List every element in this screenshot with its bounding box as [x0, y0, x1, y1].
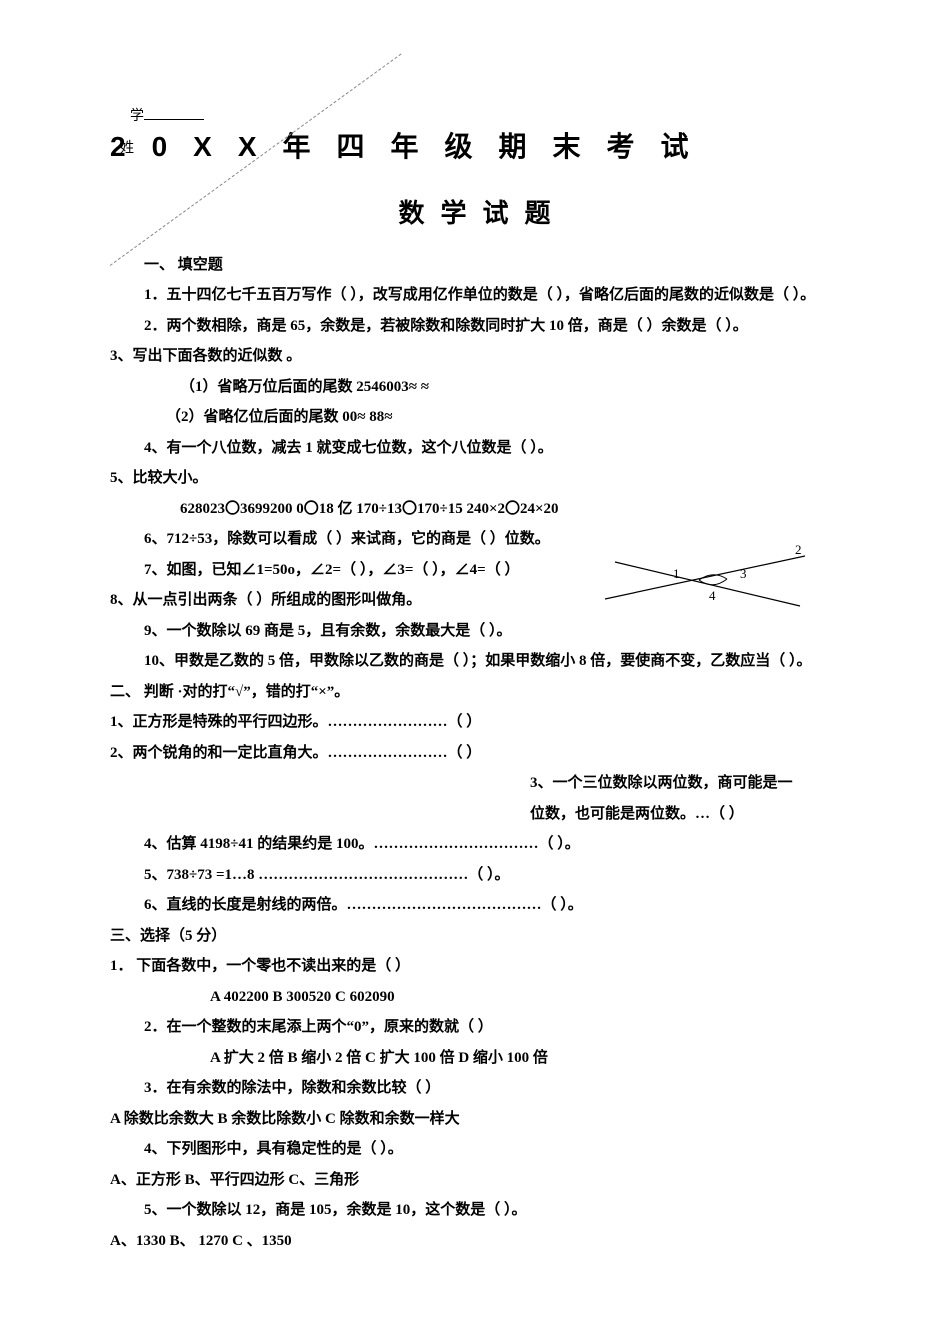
s3-q5: 5、一个数除以 12，商是 105，余数是 10，这个数是（ ）。 [110, 1196, 855, 1225]
angle-diagram: 1 2 3 4 [595, 544, 815, 622]
angle-label-1: 1 [673, 566, 680, 581]
s1-q3: 3、写出下面各数的近似数 。 [110, 342, 855, 371]
s1-q5-line: 628023〇3699200 0〇18 亿 170÷13〇170÷15 240×… [110, 495, 855, 524]
s3-q2: 2．在一个整数的末尾添上两个“0”，原来的数就（ ） [110, 1013, 855, 1042]
title-line-1: 20XX年四年级期末考试 [110, 120, 855, 173]
s3-q1: 1． 下面各数中，一个零也不读出来的是（ ） [110, 952, 855, 981]
s3-q3: 3．在有余数的除法中，除数和余数比较（ ） [110, 1074, 855, 1103]
section-1-header: 一、 填空题 [110, 251, 855, 280]
label-xing: 姓 [120, 136, 134, 163]
title-line-2: 数学试题 [110, 189, 855, 238]
s1-q10: 10、甲数是乙数的 5 倍，甲数除以乙数的商是（ ）；如果甲数缩小 8 倍，要使… [110, 647, 855, 676]
exam-page: 学 姓 20XX年四年级期末考试 数学试题 一、 填空题 1．五十四亿七千五百万… [0, 0, 945, 1317]
s1-q3-1: （1）省略万位后面的尾数 2546003≈ ≈ [110, 373, 855, 402]
angle-label-3: 3 [740, 566, 747, 581]
s1-q5: 5、比较大小。 [110, 464, 855, 493]
angle-label-4: 4 [709, 588, 716, 603]
s2-q2: 2、两个锐角的和一定比直角大。……………………（ ） [110, 739, 855, 768]
s3-q4-opts: A、正方形 B、平行四边形 C、三角形 [110, 1166, 855, 1195]
s1-q2: 2．两个数相除，商是 65，余数是，若被除数和除数同时扩大 10 倍，商是（ ）… [110, 312, 855, 341]
s3-q2-opts: A 扩大 2 倍 B 缩小 2 倍 C 扩大 100 倍 D 缩小 100 倍 [110, 1044, 855, 1073]
s3-q1-opts: A 402200 B 300520 C 602090 [110, 983, 855, 1012]
xue-underline [144, 105, 204, 120]
s1-q3-2: （2）省略亿位后面的尾数 00≈ 88≈ [110, 403, 855, 432]
s3-q3-opts: A 除数比余数大 B 余数比除数小 C 除数和余数一样大 [110, 1105, 855, 1134]
s1-q1: 1．五十四亿七千五百万写作（ ），改写成用亿作单位的数是（ ），省略亿后面的尾数… [110, 281, 855, 310]
s2-q3a: 3、一个三位数除以两位数，商可能是一 [530, 769, 855, 798]
label-xue: 学 [130, 104, 204, 131]
xing-text: 姓 [120, 141, 134, 156]
s3-q5-opts: A、1330 B、 1270 C 、1350 [110, 1227, 855, 1256]
xue-text: 学 [130, 109, 144, 124]
s2-q3b: 位数，也可能是两位数。…（ ） [530, 800, 855, 829]
s3-q4: 4、下列图形中，具有稳定性的是（ ）。 [110, 1135, 855, 1164]
s2-q5: 5、738÷73 =1…8 ……………………………………（ ）。 [110, 861, 855, 890]
section-3-header: 三、选择（5 分） [110, 922, 855, 951]
section-2-header: 二、 判断 ·对的打“√”，错的打“×”。 [110, 678, 855, 707]
s2-q1: 1、正方形是特殊的平行四边形。……………………（ ） [110, 708, 855, 737]
s2-q6: 6、直线的长度是射线的两倍。…………………………………（ ）。 [110, 891, 855, 920]
angle-label-2: 2 [795, 544, 802, 557]
s1-q4: 4、有一个八位数，减去 1 就变成七位数，这个八位数是（ ）。 [110, 434, 855, 463]
s2-q4: 4、估算 4198÷41 的结果约是 100。……………………………（ ）。 [110, 830, 855, 859]
